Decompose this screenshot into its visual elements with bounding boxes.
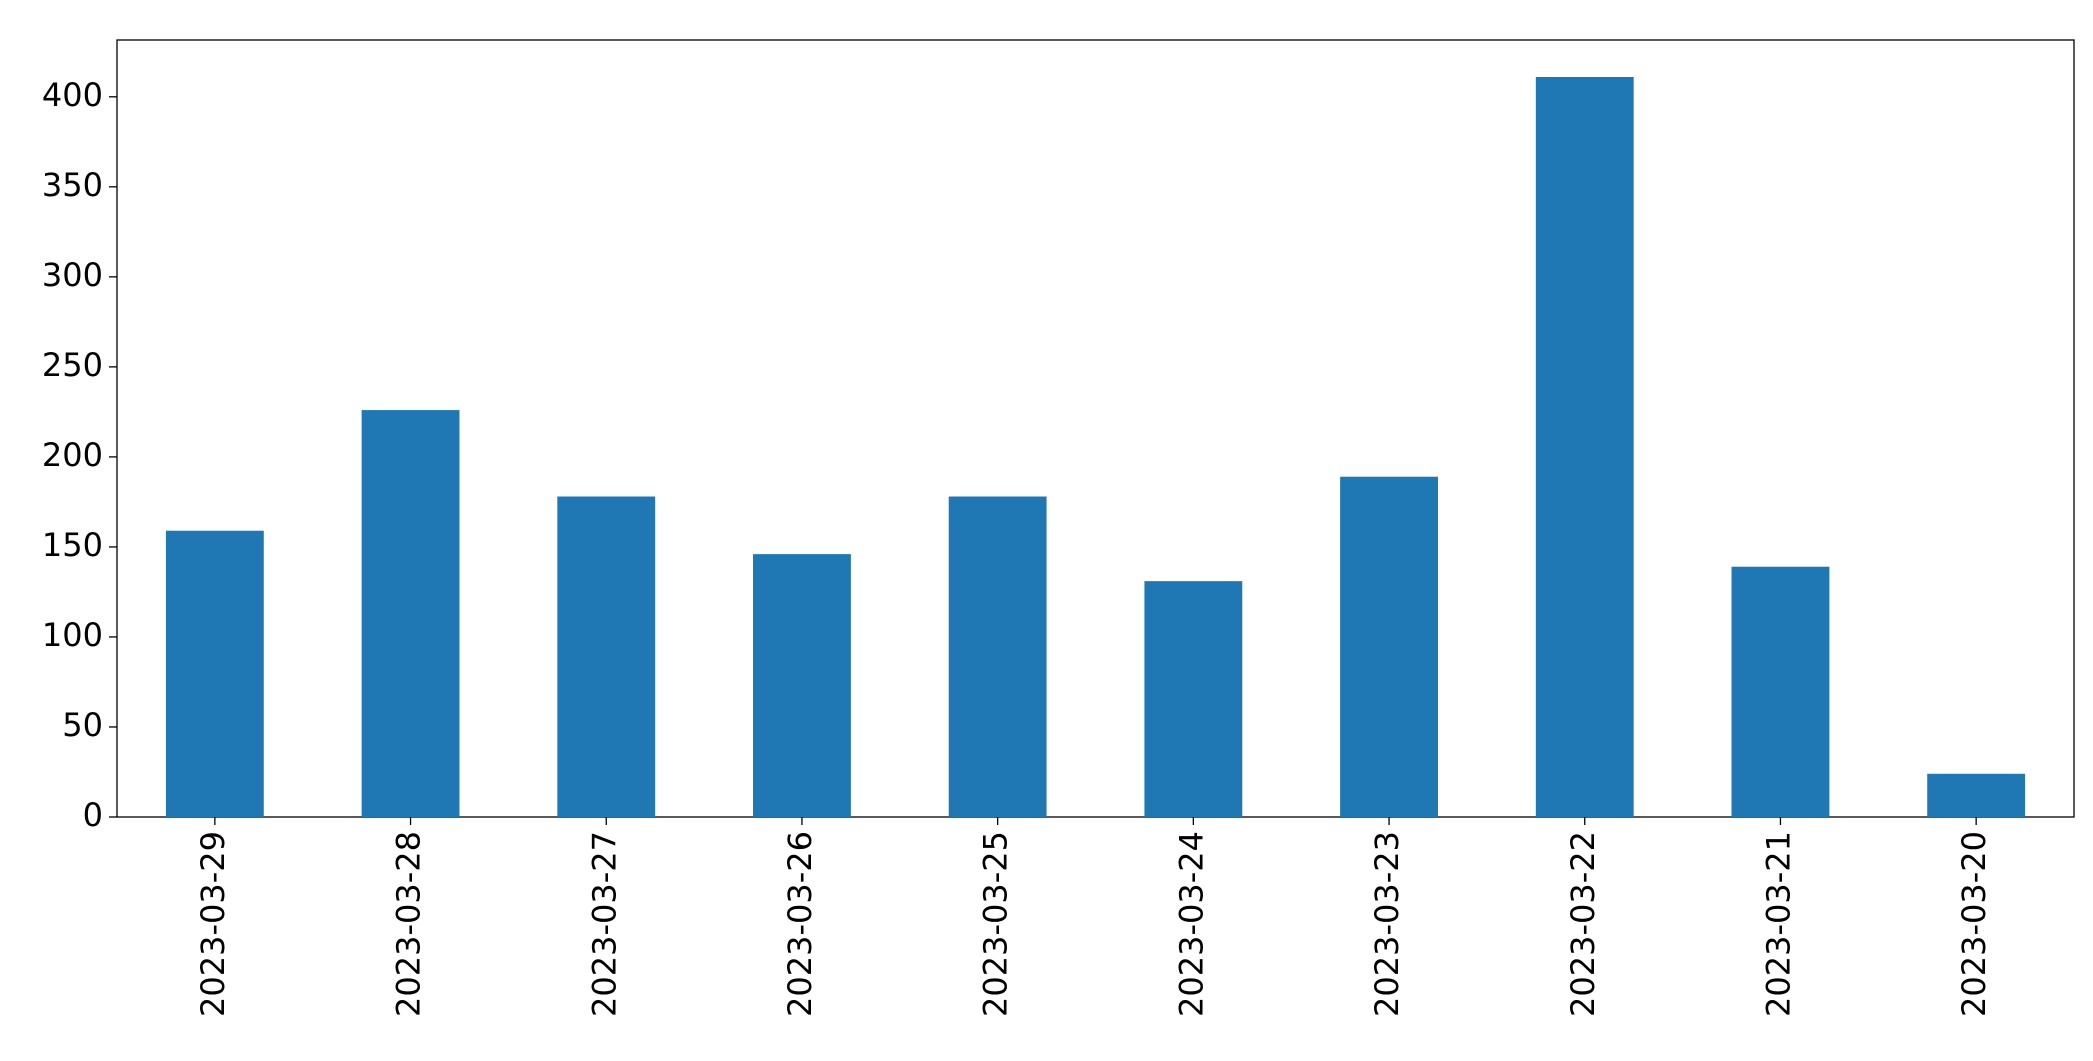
y-tick-label: 100: [42, 616, 103, 654]
bar: [1731, 566, 1830, 817]
bar: [948, 496, 1047, 817]
y-tick-label: 0: [83, 796, 103, 834]
y-tick-label: 50: [62, 706, 103, 744]
x-tick-label: 2023-03-24: [1172, 831, 1210, 1017]
x-tick-label: 2023-03-26: [781, 831, 819, 1017]
y-tick-label: 150: [42, 526, 103, 564]
bar: [1535, 77, 1634, 817]
bar: [361, 410, 460, 817]
bar: [557, 496, 656, 817]
bar: [1927, 773, 2026, 817]
x-tick-label: 2023-03-20: [1955, 831, 1993, 1017]
x-tick-label: 2023-03-27: [585, 831, 623, 1017]
bar: [165, 530, 264, 817]
x-tick-label: 2023-03-22: [1564, 831, 1602, 1017]
y-tick-label: 400: [42, 76, 103, 114]
x-tick-label: 2023-03-28: [390, 831, 428, 1017]
y-tick-label: 200: [42, 436, 103, 474]
x-tick-label: 2023-03-21: [1759, 831, 1797, 1017]
x-tick-label: 2023-03-25: [977, 831, 1015, 1017]
x-tick-label: 2023-03-29: [194, 831, 232, 1017]
bar: [753, 554, 851, 817]
y-tick-label: 300: [42, 256, 103, 294]
x-tick-label: 2023-03-23: [1368, 831, 1406, 1017]
y-tick-label: 350: [42, 166, 103, 204]
bar: [1340, 476, 1438, 817]
axes-frame: [116, 39, 2075, 818]
y-tick-label: 250: [42, 346, 103, 384]
bar: [1144, 581, 1243, 817]
